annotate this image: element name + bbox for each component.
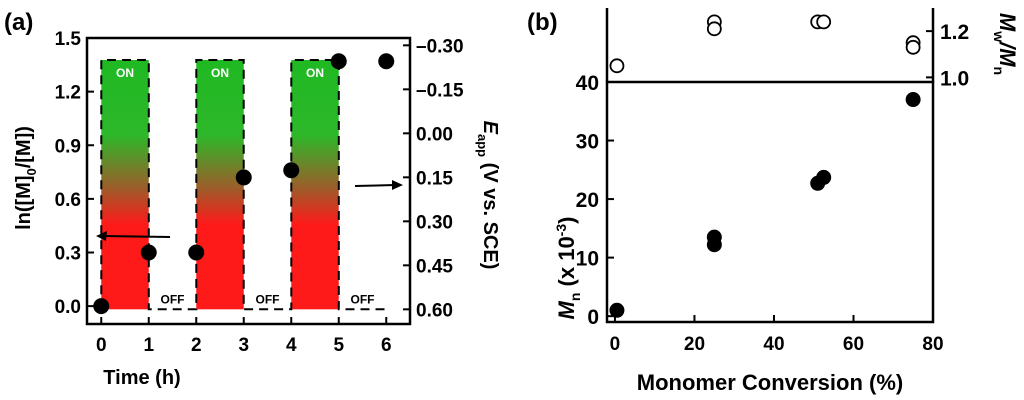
y-tick-label: 0.9 — [55, 136, 81, 157]
y2-tick-label: 0.45 — [416, 256, 453, 277]
y2-tick-label: –0.15 — [416, 80, 464, 101]
y2label-a-rest: (V vs. SCE) — [479, 157, 501, 269]
x-tick-label-b: 60 — [843, 334, 864, 355]
y-tick-label-b: 10 — [576, 248, 599, 271]
panel-a: (a) ON ON ON OFF OFF OFF 0 1 2 3 4 5 6 0.0 0.3 0.6 0.9 1… — [4, 9, 501, 389]
y-tick-label-b: 0 — [587, 306, 599, 329]
x-tick-label: 6 — [381, 335, 392, 356]
ylabel-b-m: M — [554, 300, 579, 319]
y2-tick-label: 0.00 — [416, 124, 453, 145]
x-tick-label: 0 — [96, 335, 107, 356]
ylabel-b-mid: (x 10 — [554, 236, 579, 292]
on-period-2 — [196, 60, 244, 310]
off-label: OFF — [161, 292, 185, 306]
data-point-a — [188, 244, 205, 261]
right-axis-arrow — [354, 180, 403, 190]
data-point-a — [283, 162, 300, 179]
y2-tick-label-b: 1.2 — [940, 21, 969, 44]
left-axis-arrow — [96, 231, 171, 241]
svg-text:ln([M]0/[M]): ln([M]0/[M]) — [13, 126, 39, 230]
panel-a-label: (a) — [4, 9, 33, 36]
y-tick-label: 0.6 — [55, 190, 81, 211]
y-tick-label: 0.3 — [55, 244, 81, 265]
plot-frame-b-bottom — [605, 80, 935, 324]
off-label: OFF — [256, 292, 280, 306]
plot-frame-a — [85, 36, 412, 326]
x-tick-label-b: 20 — [684, 334, 705, 355]
y2label-a-sub: app — [475, 134, 490, 157]
y-tick-label: 1.5 — [55, 29, 82, 50]
y2-tick-label: 0.15 — [416, 168, 453, 189]
x-tick-label: 4 — [286, 335, 297, 356]
x-tick-label: 1 — [143, 335, 154, 356]
ylabel-b-end: ) — [554, 217, 579, 224]
svg-text:Eapp (V vs. SCE): Eapp (V vs. SCE) — [475, 121, 501, 270]
y-tick-label: 0.0 — [55, 297, 81, 318]
y2-tick-label: 0.30 — [416, 212, 453, 233]
x-tick-label: 5 — [333, 335, 344, 356]
svg-text:Mw/Mn: Mw/Mn — [991, 13, 1020, 75]
data-point-a — [93, 298, 110, 315]
y-axis-title-b: Mn (x 10-3) — [553, 217, 583, 320]
data-point-a — [235, 169, 252, 186]
data-point-pdi — [609, 58, 625, 74]
y-tick-label-b: 30 — [576, 131, 599, 154]
x-tick-label-b: 80 — [922, 334, 943, 355]
y2-tick-label: 0.60 — [416, 300, 453, 321]
y2-tick-label: –0.30 — [416, 36, 464, 57]
y2label-b-w: w — [991, 30, 1007, 42]
data-point-a — [140, 244, 157, 261]
potential-profile-line — [100, 59, 387, 311]
off-label: OFF — [351, 292, 375, 306]
x-tick-label: 3 — [238, 335, 249, 356]
data-point-pdi — [816, 14, 832, 30]
panel-b: (b) 0 20 40 60 80 0 10 20 30 40 1.0 1.2 Monomer Con… — [527, 8, 1020, 395]
x-tick-label-b: 40 — [763, 334, 784, 355]
y2label-b-m2: /M — [995, 41, 1020, 67]
svg-text:Mn (x 10-3): Mn (x 10-3) — [553, 217, 583, 320]
data-point-pdi — [706, 21, 722, 37]
data-point-mn — [816, 169, 832, 185]
on-label: ON — [211, 66, 229, 80]
x-tick-label-b: 0 — [610, 334, 621, 355]
ylabel-b-exp: -3 — [553, 224, 569, 237]
ylabel-a-part: ln([M] — [13, 176, 35, 230]
ylabel-b-sub: n — [567, 293, 583, 302]
y2label-b-m: M — [995, 13, 1020, 32]
on-label: ON — [306, 66, 324, 80]
panel-b-label: (b) — [527, 9, 558, 36]
ylabel-a-part2: /[M]) — [13, 126, 35, 168]
x-tick-label: 2 — [191, 335, 202, 356]
data-point-mn — [706, 237, 722, 253]
y-tick-label: 1.2 — [55, 83, 81, 104]
data-point-pdi — [905, 39, 921, 55]
x-axis-title-a: Time (h) — [103, 367, 180, 389]
y-tick-label-b: 20 — [576, 189, 599, 212]
on-period-1 — [101, 60, 149, 310]
y2-axis-title-b: Mw/Mn — [991, 13, 1020, 75]
data-point-a — [378, 53, 395, 70]
on-period-3 — [291, 60, 339, 310]
y-axis-title-a: ln([M]0/[M]) — [13, 126, 39, 230]
ylabel-a-sub: 0 — [24, 168, 39, 175]
y2-tick-label-b: 1.0 — [940, 67, 969, 90]
y2label-a-e: E — [479, 121, 501, 135]
x-axis-title-b: Monomer Conversion (%) — [637, 370, 903, 395]
on-label: ON — [116, 66, 134, 80]
y2-axis-title-a: Eapp (V vs. SCE) — [475, 121, 501, 270]
y-tick-label-b: 40 — [576, 72, 599, 95]
data-point-a — [330, 53, 347, 70]
data-point-mn — [905, 92, 921, 108]
data-point-mn — [609, 302, 625, 318]
y2label-b-n: n — [991, 67, 1007, 76]
